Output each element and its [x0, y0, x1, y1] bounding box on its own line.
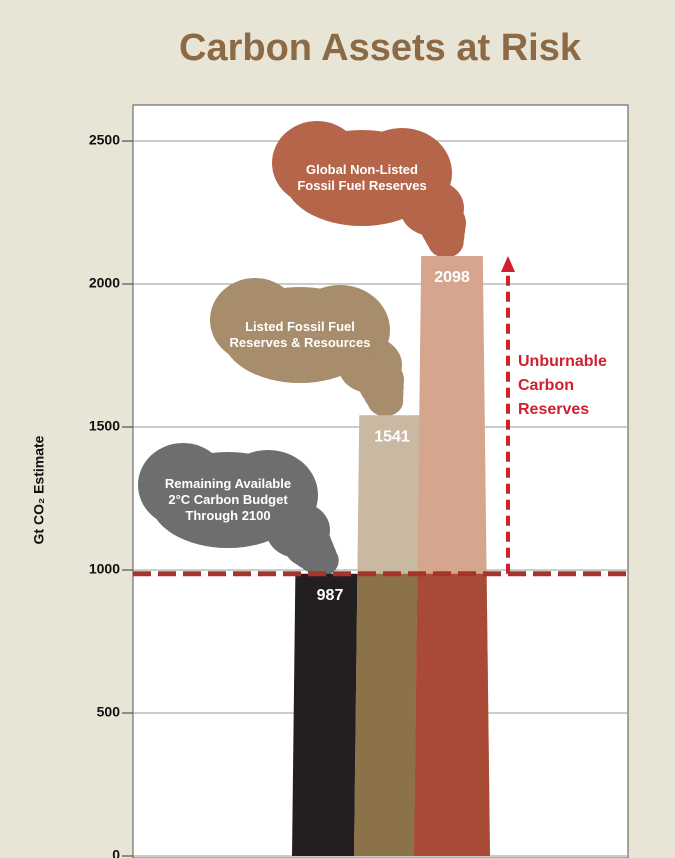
y-tick-label: 2000	[89, 275, 120, 291]
value-label: 987	[317, 587, 344, 604]
chart-title: Carbon Assets at Risk	[179, 27, 582, 69]
y-tick-label: 500	[97, 704, 121, 720]
arrow-head	[501, 256, 515, 273]
y-tick-label: 0	[112, 847, 120, 858]
y-axis-label: Gt CO₂ Estimate	[31, 435, 47, 544]
smoke-puff	[302, 544, 339, 577]
bar-lower-part	[414, 573, 490, 856]
y-tick-label: 2500	[89, 132, 120, 148]
smoke-puff	[367, 384, 404, 417]
smoke-puff	[427, 225, 464, 258]
value-label: 2098	[434, 269, 470, 286]
bar	[292, 573, 368, 856]
smoke-puff	[138, 443, 228, 527]
value-label: 1541	[374, 429, 410, 446]
y-tick-label: 1500	[89, 418, 120, 434]
y-tick-label: 1000	[89, 561, 120, 577]
smoke-puff	[210, 278, 300, 362]
category-label: Global Non-Listed Fossil Fuel Reserves	[297, 162, 427, 193]
category-label: Listed Fossil Fuel Reserves & Resources	[229, 319, 371, 350]
annotation: Unburnable Carbon Reserves	[518, 353, 607, 418]
category-label: Remaining Available 2°C Carbon Budget Th…	[164, 476, 292, 523]
smoke-puff	[272, 121, 362, 205]
bar-lower-part	[354, 573, 430, 856]
